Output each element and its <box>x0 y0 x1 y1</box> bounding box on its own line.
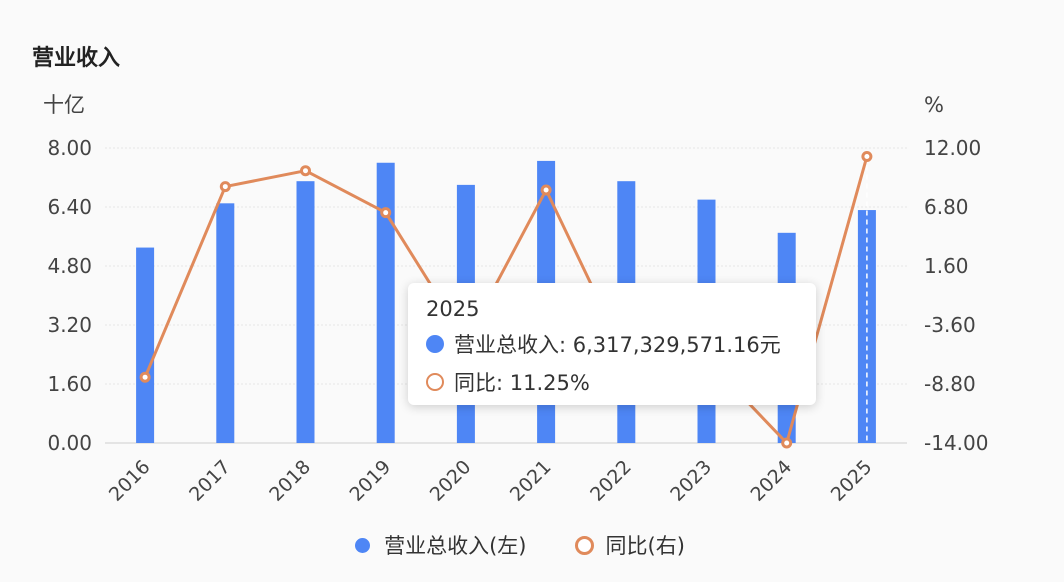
x-tick-label: 2019 <box>345 456 395 506</box>
right-tick-label: 6.80 <box>924 195 969 219</box>
line-point <box>300 165 311 177</box>
bar <box>857 210 876 443</box>
tooltip-yoy-text: 同比: 11.25% <box>454 371 590 395</box>
legend-yoy-label: 同比(右) <box>605 534 685 558</box>
left-tick-label: 3.20 <box>47 313 92 337</box>
tooltip-year: 2025 <box>426 297 480 321</box>
left-tick-label: 0.00 <box>47 431 92 455</box>
revenue-chart[interactable]: 十亿 0.00 1.60 3.20 4.80 6.40 8.00% -14.00 -8.80 -3… <box>0 0 1064 520</box>
bar <box>216 203 235 443</box>
line-point <box>380 207 392 219</box>
x-tick-label: 2023 <box>666 456 716 506</box>
left-tick-label: 1.60 <box>47 372 92 396</box>
right-tick-label: -3.60 <box>924 313 976 337</box>
left-tick-label: 8.00 <box>47 136 92 160</box>
x-tick-label: 2020 <box>426 456 476 506</box>
x-tick-label: 2017 <box>185 456 235 506</box>
x-tick-label: 2021 <box>506 456 556 506</box>
line-point <box>139 371 151 383</box>
x-tick-label: 2025 <box>827 456 877 506</box>
yoy-marker-icon <box>426 373 444 391</box>
line-point <box>219 181 231 193</box>
chart-legend: 营业总收入(左) 同比(右) <box>0 530 1040 560</box>
left-tick-label: 4.80 <box>47 254 92 278</box>
tooltip-revenue-row: 营业总收入: 6,317,329,571.16元 <box>426 329 781 359</box>
right-axis-unit: % <box>924 93 944 117</box>
right-tick-label: 1.60 <box>924 254 969 278</box>
right-tick-label: 12.00 <box>924 136 981 160</box>
chart-tooltip: 2025 营业总收入: 6,317,329,571.16元 同比: 11.25% <box>408 283 816 405</box>
right-tick-label: -14.00 <box>924 431 988 455</box>
x-tick-label: 2018 <box>265 456 315 506</box>
left-axis-unit: 十亿 <box>43 93 85 117</box>
tooltip-yoy-row: 同比: 11.25% <box>426 367 590 397</box>
revenue-marker-icon <box>426 335 444 353</box>
legend-ring-icon <box>574 535 594 555</box>
x-tick-label: 2024 <box>746 456 796 506</box>
bar <box>136 247 155 443</box>
right-tick-label: -8.80 <box>924 372 976 396</box>
x-tick-label: 2022 <box>586 456 636 506</box>
line-point <box>781 437 793 449</box>
legend-item-revenue[interactable]: 营业总收入(左) <box>355 530 527 560</box>
bar <box>296 181 315 443</box>
left-tick-label: 6.40 <box>47 195 92 219</box>
tooltip-revenue-text: 营业总收入: 6,317,329,571.16元 <box>454 333 781 357</box>
bar <box>376 162 395 443</box>
legend-dot-icon <box>355 537 371 553</box>
legend-item-yoy[interactable]: 同比(右) <box>574 530 685 560</box>
line-point <box>540 184 552 196</box>
chart-title: 营业收入 <box>32 46 121 71</box>
line-point <box>861 151 873 163</box>
x-tick-label: 2016 <box>105 456 155 506</box>
legend-revenue-label: 营业总收入(左) <box>384 534 527 558</box>
